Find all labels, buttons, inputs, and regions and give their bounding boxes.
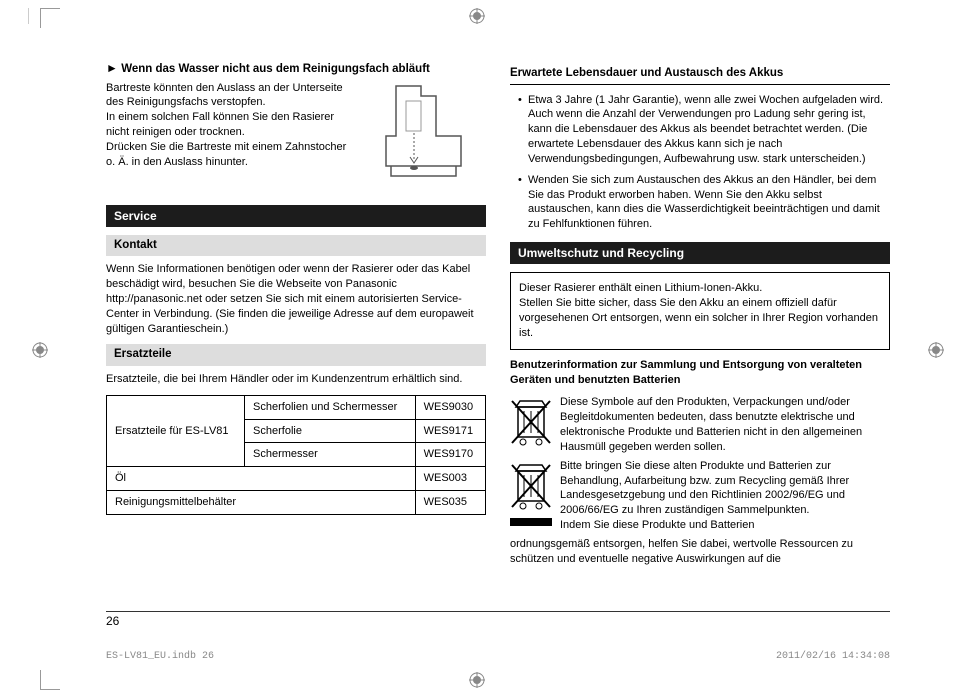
list-item: Etwa 3 Jahre (1 Jahr Garantie), wenn all… (518, 93, 890, 167)
registration-mark (32, 342, 48, 358)
section-service: Service (106, 205, 486, 227)
registration-mark (469, 672, 485, 688)
section-kontakt: Kontakt (106, 235, 486, 257)
heading: Wenn das Wasser nicht aus dem Reinigungs… (106, 60, 486, 78)
cleaning-station-illustration (366, 81, 486, 191)
parts-table: Ersatzteile für ES-LV81Scherfolien und S… (106, 395, 486, 515)
timestamp: 2011/02/16 14:34:08 (776, 651, 890, 662)
section-ersatzteile: Ersatzteile (106, 344, 486, 366)
body-text: ordnungsgemäß entsorgen, helfen Sie dabe… (510, 537, 890, 567)
sub-heading: Benutzerinformation zur Sammlung und Ent… (510, 358, 890, 388)
left-column: Wenn das Wasser nicht aus dem Reinigungs… (106, 60, 486, 620)
print-footer: ES-LV81_EU.indb 26 2011/02/16 14:34:08 (106, 651, 890, 662)
body-text: Diese Symbole auf den Produkten, Verpack… (560, 395, 890, 454)
body-text: Ersatzteile, die bei Ihrem Händler oder … (106, 372, 486, 387)
section-akku: Erwartete Lebensdauer und Austausch des … (510, 66, 890, 85)
section-umwelt: Umweltschutz und Recycling (510, 242, 890, 264)
body-text: Wenn Sie Informationen benötigen oder we… (106, 262, 486, 336)
right-column: Erwartete Lebensdauer und Austausch des … (510, 60, 890, 620)
body-text: Bitte bringen Sie diese alten Produkte u… (560, 459, 890, 533)
registration-mark (928, 342, 944, 358)
list-item: Wenden Sie sich zum Austauschen des Akku… (518, 173, 890, 232)
weee-icon-bar (510, 459, 552, 533)
registration-mark (469, 8, 485, 24)
weee-icon (510, 395, 552, 454)
file-name: ES-LV81_EU.indb 26 (106, 651, 214, 662)
info-box: Dieser Rasierer enthält einen Lithium-Io… (510, 272, 890, 349)
page-number: 26 (106, 614, 119, 628)
